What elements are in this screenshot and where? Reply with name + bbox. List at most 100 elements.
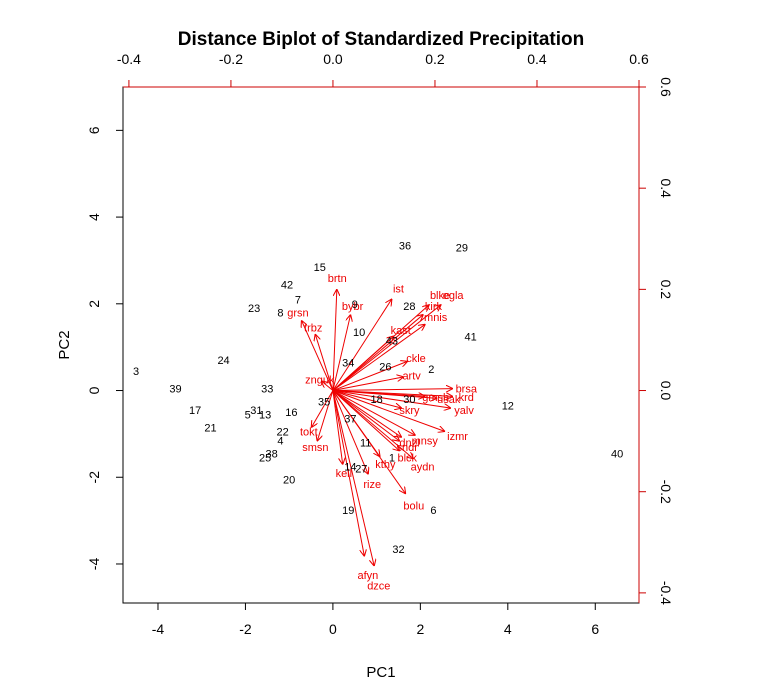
observation-label-9: 9 xyxy=(352,299,358,311)
variable-arrow-yalv xyxy=(332,390,451,409)
top-x-tick-label: -0.4 xyxy=(117,51,141,67)
observation-label-18: 18 xyxy=(371,394,383,406)
variable-arrow-sndr xyxy=(332,390,400,442)
variable-arrow-aydn xyxy=(332,390,414,459)
variable-arrow-brsa xyxy=(332,389,453,391)
variable-label-sndr: sndr xyxy=(397,442,419,454)
variable-label-usak: usak xyxy=(437,394,461,406)
observation-label-25: 25 xyxy=(259,453,271,465)
x-axis-label: PC1 xyxy=(366,664,395,681)
variable-arrow-mnis xyxy=(332,324,425,391)
y-tick-label: 4 xyxy=(86,213,102,221)
observation-label-42: 42 xyxy=(281,279,293,291)
variable-label-kast: kast xyxy=(391,325,411,337)
observation-label-6: 6 xyxy=(430,505,436,517)
observation-label-40: 40 xyxy=(611,448,623,460)
variable-arrow-skry xyxy=(332,390,402,409)
observation-label-7: 7 xyxy=(295,294,301,306)
y-tick-label: 0 xyxy=(86,386,102,394)
x-tick-label: 6 xyxy=(591,621,599,637)
right-y-tick-label: 0.0 xyxy=(658,381,674,401)
variable-arrow-smsn xyxy=(317,390,334,442)
observation-label-12: 12 xyxy=(502,401,514,413)
variable-label-grsn: grsn xyxy=(287,307,308,319)
y-tick-label: -4 xyxy=(86,558,102,571)
observation-label-17: 17 xyxy=(189,405,201,417)
right-y-tick-label: 0.2 xyxy=(658,280,674,300)
observation-label-36: 36 xyxy=(399,240,411,252)
top-x-tick-label: 0.4 xyxy=(527,51,547,67)
right-y-tick-label: 0.4 xyxy=(658,178,674,198)
observation-label-22: 22 xyxy=(276,427,288,439)
variable-arrows xyxy=(301,289,453,566)
observation-label-39: 39 xyxy=(169,383,181,395)
variable-label-krd: krd xyxy=(459,392,474,404)
primary-x-ticks: -4 -2 0 2 4 6 xyxy=(152,603,599,637)
variable-label-yalv: yalv xyxy=(454,405,474,417)
observation-label-5: 5 xyxy=(245,409,251,421)
variable-label-ist: ist xyxy=(393,284,404,296)
variable-label-gmsh: gmsh xyxy=(422,392,449,404)
variable-arrow-mnsy xyxy=(332,390,416,436)
variable-arrow-tokt xyxy=(311,390,334,428)
variable-label-blke: blke xyxy=(430,290,450,302)
observation-label-24: 24 xyxy=(217,355,229,367)
variable-arrow-ckle xyxy=(332,361,408,391)
observation-label-34: 34 xyxy=(342,357,354,369)
plot-frame xyxy=(122,86,640,604)
x-tick-label: -4 xyxy=(152,621,165,637)
variable-label-afyn: afyn xyxy=(357,570,378,582)
variable-label-dnzl: dnzl xyxy=(399,438,419,450)
top-x-tick-label: 0.0 xyxy=(323,51,343,67)
variable-label-aydn: aydn xyxy=(411,461,435,473)
right-y-tick-label: -0.2 xyxy=(658,480,674,504)
observation-label-27: 27 xyxy=(355,464,367,476)
variable-label-znguk: znguk xyxy=(305,375,335,387)
observation-label-20: 20 xyxy=(283,474,295,486)
top-x-tick-label: 0.2 xyxy=(425,51,445,67)
variable-arrow-artv xyxy=(332,377,404,392)
variable-label-blck: blck xyxy=(397,453,417,465)
variable-label-ckle: ckle xyxy=(406,353,426,365)
secondary-y-ticks: -0.4 -0.2 0.0 0.2 0.4 0.6 xyxy=(639,77,674,605)
observation-label-19: 19 xyxy=(342,505,354,517)
observation-label-33: 33 xyxy=(261,383,273,395)
variable-label-brtn: brtn xyxy=(328,273,347,285)
variable-arrow-krd xyxy=(332,390,453,397)
observation-label-14: 14 xyxy=(344,461,356,473)
variable-arrow-afyn xyxy=(332,390,364,557)
variable-label-skry: skry xyxy=(399,405,420,417)
variable-label-kthy: kthy xyxy=(375,459,396,471)
variable-label-egla: egla xyxy=(443,290,465,302)
secondary-x-ticks: -0.4 -0.2 0.0 0.2 0.4 0.6 xyxy=(117,51,649,87)
observation-label-30: 30 xyxy=(403,394,415,406)
observation-label-43: 43 xyxy=(386,336,398,348)
observation-label-26: 26 xyxy=(379,362,391,374)
observation-label-38: 38 xyxy=(266,448,278,460)
variable-arrow-brtn xyxy=(332,289,337,391)
x-tick-label: 0 xyxy=(329,621,337,637)
variable-arrow-bybr xyxy=(332,314,351,391)
variable-arrow-izmr xyxy=(332,390,445,432)
variable-arrow-ist xyxy=(332,299,392,391)
x-tick-label: -2 xyxy=(239,621,252,637)
right-y-tick-label: 0.6 xyxy=(658,77,674,97)
variable-arrow-dnzl xyxy=(332,390,402,438)
observation-label-31: 31 xyxy=(250,405,262,417)
primary-y-ticks: -4 -2 0 2 4 6 xyxy=(86,126,123,570)
variable-arrow-bolu xyxy=(332,390,406,494)
variable-arrow-trbz xyxy=(315,334,334,391)
observation-label-4: 4 xyxy=(277,435,283,447)
variable-arrow-kell xyxy=(332,390,343,465)
variable-label-dzce: dzce xyxy=(367,581,390,593)
variable-label-kirk: kirk xyxy=(425,301,443,313)
top-x-tick-label: -0.2 xyxy=(219,51,243,67)
variable-label-izmr: izmr xyxy=(447,431,468,443)
variable-arrow-kast xyxy=(332,336,394,391)
observation-label-23: 23 xyxy=(248,303,260,315)
top-x-tick-label: 0.6 xyxy=(629,51,649,67)
variable-arrow-kirk xyxy=(332,314,424,391)
